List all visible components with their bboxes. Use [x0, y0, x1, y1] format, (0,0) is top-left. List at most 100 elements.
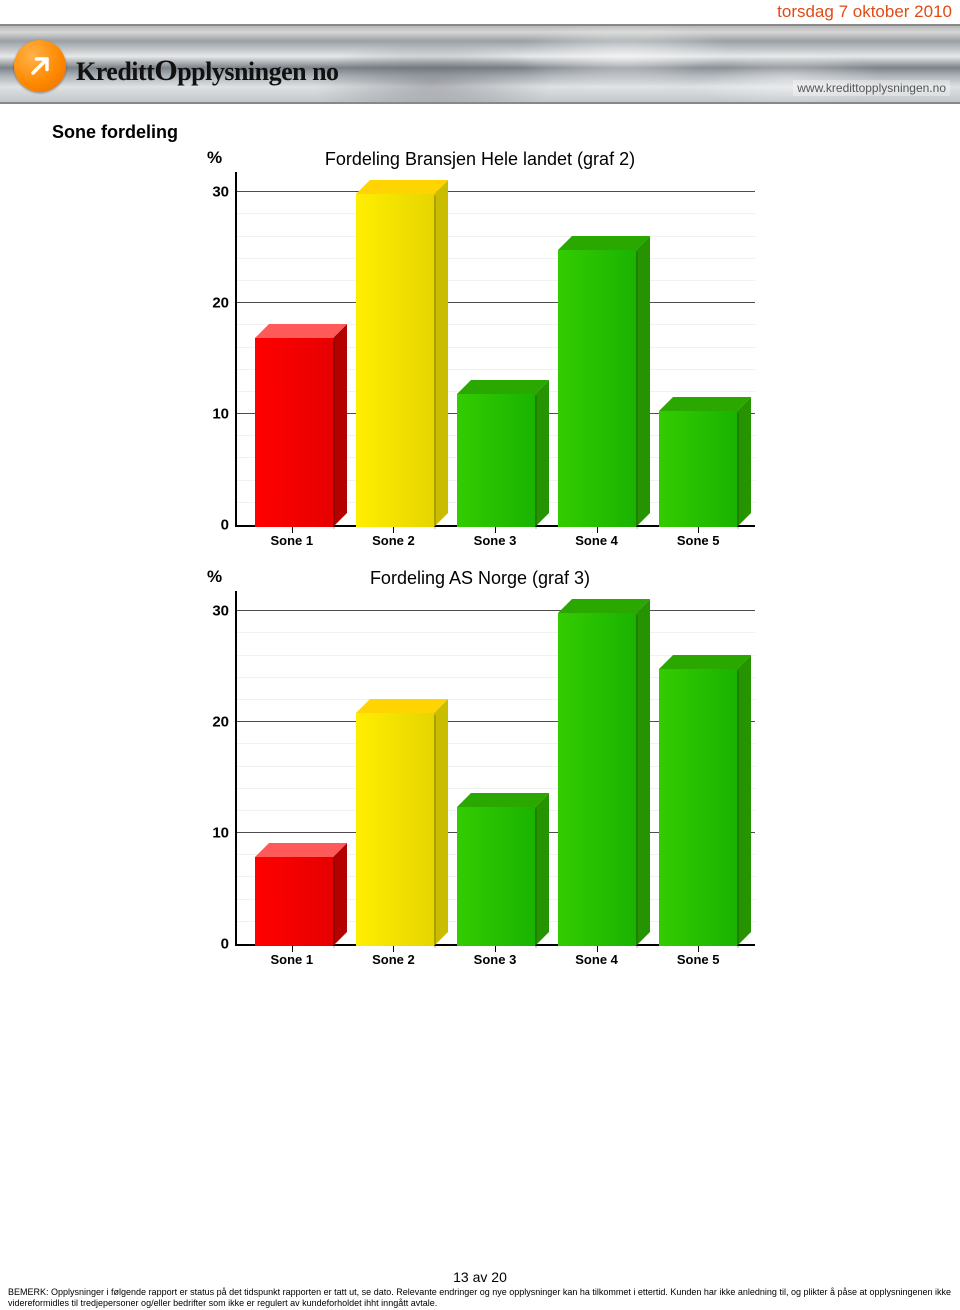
- bar-top: [457, 380, 549, 394]
- x-tick-mark: [292, 946, 293, 952]
- y-axis-unit: %: [207, 567, 222, 587]
- bar-top: [558, 236, 650, 250]
- disclaimer-text: BEMERK: Opplysninger i følgende rapport …: [0, 1287, 960, 1308]
- x-tick-mark: [393, 946, 394, 952]
- bar-front: [255, 338, 333, 527]
- x-label: Sone 3: [456, 533, 534, 548]
- bar-side: [737, 397, 751, 527]
- y-tick-label: 10: [212, 406, 229, 423]
- bar-sone3: [457, 394, 535, 527]
- bar-front: [659, 411, 737, 527]
- bar-top: [255, 843, 347, 857]
- bar-front: [558, 250, 636, 527]
- x-label-text: Sone 5: [677, 533, 720, 548]
- bar-sone2: [356, 194, 434, 527]
- brand-url: www.kredittopplysningen.no: [793, 80, 950, 96]
- bar-top: [356, 180, 448, 194]
- x-label: Sone 5: [659, 952, 737, 967]
- bars-row: [237, 172, 755, 527]
- x-label-text: Sone 3: [474, 952, 517, 967]
- x-label: Sone 2: [354, 533, 432, 548]
- bar-top: [457, 793, 549, 807]
- bar-top: [356, 699, 448, 713]
- bar-shadow: [434, 715, 436, 948]
- bar-side: [333, 324, 347, 527]
- x-label: Sone 1: [253, 533, 331, 548]
- bar-top: [659, 655, 751, 669]
- bar-shadow: [333, 859, 335, 948]
- bar-sone5: [659, 669, 737, 946]
- x-label-text: Sone 5: [677, 952, 720, 967]
- x-label: Sone 4: [558, 952, 636, 967]
- plot-area: %0102030: [235, 172, 755, 527]
- x-label: Sone 1: [253, 952, 331, 967]
- bar-sone1: [255, 857, 333, 946]
- y-tick-label: 10: [212, 825, 229, 842]
- arrow-icon: [14, 40, 66, 92]
- bar-front: [659, 669, 737, 946]
- bar-sone1: [255, 338, 333, 527]
- bar-top: [659, 397, 751, 411]
- chart-frame: %0102030 Sone 1 Sone 2 Sone 3 Sone 4 Sone 5: [185, 172, 775, 548]
- bar-shadow: [636, 615, 638, 948]
- x-tick-mark: [597, 527, 598, 533]
- chart-chart2: Fordeling Bransjen Hele landet (graf 2)%…: [185, 149, 775, 548]
- chart-title: Fordeling AS Norge (graf 3): [185, 568, 775, 589]
- bar-shadow: [434, 196, 436, 529]
- bar-side: [434, 699, 448, 946]
- x-tick-mark: [495, 946, 496, 952]
- report-date: torsdag 7 oktober 2010: [0, 0, 960, 24]
- y-axis-unit: %: [207, 148, 222, 168]
- y-tick-label: 30: [212, 603, 229, 620]
- x-label-text: Sone 4: [575, 533, 618, 548]
- y-tick-label: 30: [212, 184, 229, 201]
- x-tick-mark: [597, 946, 598, 952]
- header-banner: KredittOpplysningen no www.kredittopplys…: [0, 24, 960, 104]
- bar-top: [558, 599, 650, 613]
- y-tick-label: 20: [212, 714, 229, 731]
- x-tick-mark: [698, 527, 699, 533]
- bar-shadow: [535, 809, 537, 948]
- x-tick-mark: [495, 527, 496, 533]
- page-number: 13 av 20: [0, 1269, 960, 1285]
- bar-front: [457, 394, 535, 527]
- charts-container: Fordeling Bransjen Hele landet (graf 2)%…: [0, 149, 960, 967]
- bar-side: [737, 655, 751, 946]
- brand-name: KredittOpplysningen no: [76, 54, 339, 88]
- bars-row: [237, 591, 755, 946]
- x-label: Sone 3: [456, 952, 534, 967]
- x-label: Sone 2: [354, 952, 432, 967]
- y-tick-label: 20: [212, 295, 229, 312]
- bar-sone3: [457, 807, 535, 946]
- bar-side: [535, 793, 549, 946]
- x-label-text: Sone 4: [575, 952, 618, 967]
- plot-area: %0102030: [235, 591, 755, 946]
- bar-sone4: [558, 613, 636, 946]
- x-label-text: Sone 3: [474, 533, 517, 548]
- y-tick-label: 0: [221, 936, 229, 953]
- bar-side: [535, 380, 549, 527]
- x-tick-mark: [698, 946, 699, 952]
- x-tick-mark: [292, 527, 293, 533]
- bar-shadow: [333, 340, 335, 529]
- x-labels-row: Sone 1 Sone 2 Sone 3 Sone 4 Sone 5: [235, 946, 755, 967]
- bar-shadow: [535, 396, 537, 529]
- x-labels-row: Sone 1 Sone 2 Sone 3 Sone 4 Sone 5: [235, 527, 755, 548]
- bar-sone4: [558, 250, 636, 527]
- bar-front: [356, 713, 434, 946]
- bar-top: [255, 324, 347, 338]
- chart-frame: %0102030 Sone 1 Sone 2 Sone 3 Sone 4 Sone 5: [185, 591, 775, 967]
- x-label-text: Sone 2: [372, 533, 415, 548]
- section-title: Sone fordeling: [52, 122, 960, 143]
- bar-front: [457, 807, 535, 946]
- bar-side: [636, 599, 650, 946]
- bar-shadow: [737, 671, 739, 948]
- bar-shadow: [636, 252, 638, 529]
- chart-title: Fordeling Bransjen Hele landet (graf 2): [185, 149, 775, 170]
- brand-logo-block: KredittOpplysningen no: [14, 40, 339, 92]
- bar-side: [636, 236, 650, 527]
- x-label-text: Sone 2: [372, 952, 415, 967]
- page-footer: 13 av 20 BEMERK: Opplysninger i følgende…: [0, 1269, 960, 1310]
- x-label-text: Sone 1: [270, 533, 313, 548]
- bar-sone2: [356, 713, 434, 946]
